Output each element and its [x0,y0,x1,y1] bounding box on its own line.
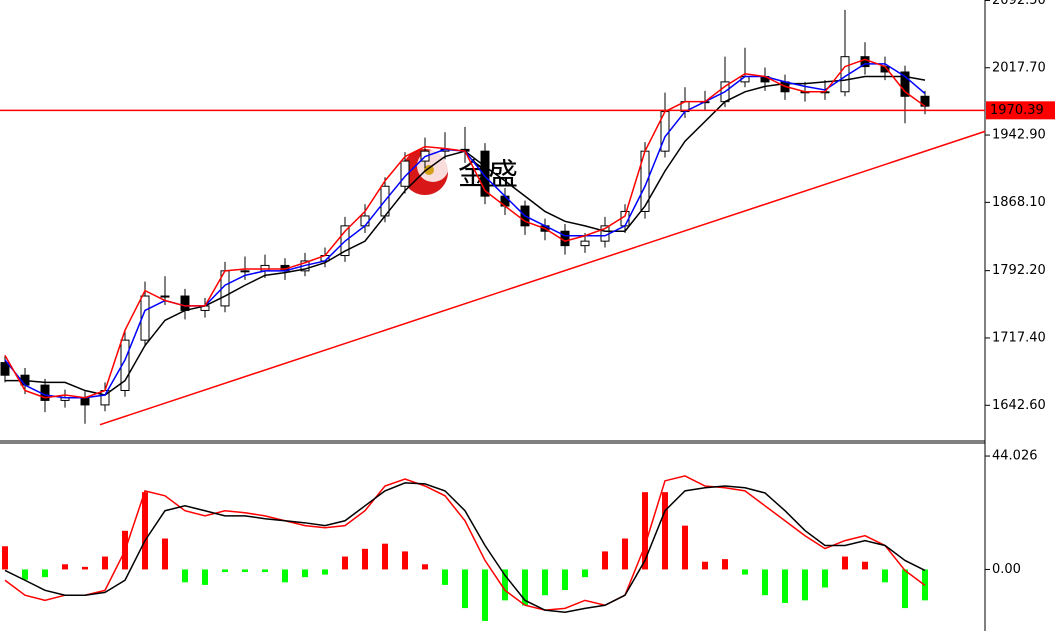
candle-body [580,240,590,247]
histogram-bar [242,569,248,573]
histogram-bar [482,569,488,621]
histogram-bar [2,546,8,570]
candle-body [900,71,910,97]
histogram-bar [702,561,708,570]
histogram-bar [342,556,348,570]
candle-body [180,295,190,311]
candle-body [360,215,370,227]
histogram-bar [142,492,148,570]
histogram-bar [322,569,328,575]
histogram-bar [882,569,888,583]
candle-body [80,397,90,406]
histogram-bar [442,569,448,585]
y-tick-label: 0.00 [992,562,1021,577]
trend-line [99,130,986,426]
histogram-bar [362,548,368,570]
candle-body [480,150,490,197]
histogram-bar [682,525,688,570]
histogram-bar [762,569,768,596]
histogram-bar [382,543,388,570]
histogram-bar [182,569,188,583]
histogram-bar [782,569,788,603]
y-tick-label: 1942.90 [992,128,1046,143]
histogram-bar [602,551,608,570]
histogram-bar [462,569,468,609]
histogram-bar [202,569,208,585]
histogram-bar [262,569,268,573]
histogram-bar [722,559,728,570]
ma-line [4,475,926,611]
price-label-bg [986,101,1055,120]
histogram-bar [22,569,28,580]
candle-body [240,270,250,273]
candle-body [0,362,10,376]
histogram-bar [302,569,308,578]
logo [424,165,434,175]
histogram-bar [582,569,588,578]
histogram-bar [862,561,868,570]
histogram-bar [162,538,168,570]
histogram-bar [642,492,648,570]
histogram-bar [802,569,808,601]
histogram-bar [842,556,848,570]
y-tick-label: 1868.10 [992,195,1046,210]
y-tick-label: 44.026 [992,449,1038,464]
histogram-bar [662,492,668,570]
y-tick-label: 1792.20 [992,263,1046,278]
candle-body [140,295,150,341]
y-tick-label: 1642.60 [992,398,1046,413]
histogram-bar [282,569,288,583]
y-tick-label: 1717.40 [992,330,1046,345]
price-label: 1970.39 [990,103,1044,118]
histogram-bar [522,569,528,606]
ma-line [4,482,926,613]
candle-body [160,295,170,298]
histogram-bar [622,538,628,570]
y-tick-label: 2017.70 [992,60,1046,75]
histogram-bar [562,569,568,591]
candle-body [120,339,130,392]
candle-body [260,264,270,272]
candle-body [400,160,410,187]
candle-body [560,230,570,247]
histogram-bar [62,564,68,570]
histogram-bar [402,551,408,570]
ma-line [4,58,926,399]
candle-body [860,56,870,68]
histogram-bar [42,569,48,578]
histogram-bar [222,569,228,573]
y-tick-label: 2092.50 [992,0,1046,8]
histogram-bar [822,569,828,588]
histogram-bar [102,556,108,570]
histogram-bar [902,569,908,609]
histogram-bar [542,569,548,596]
histogram-bar [742,569,748,575]
histogram-bar [422,564,428,570]
ma-line [5,75,926,396]
histogram-bar [502,569,508,601]
histogram-bar [82,566,88,570]
